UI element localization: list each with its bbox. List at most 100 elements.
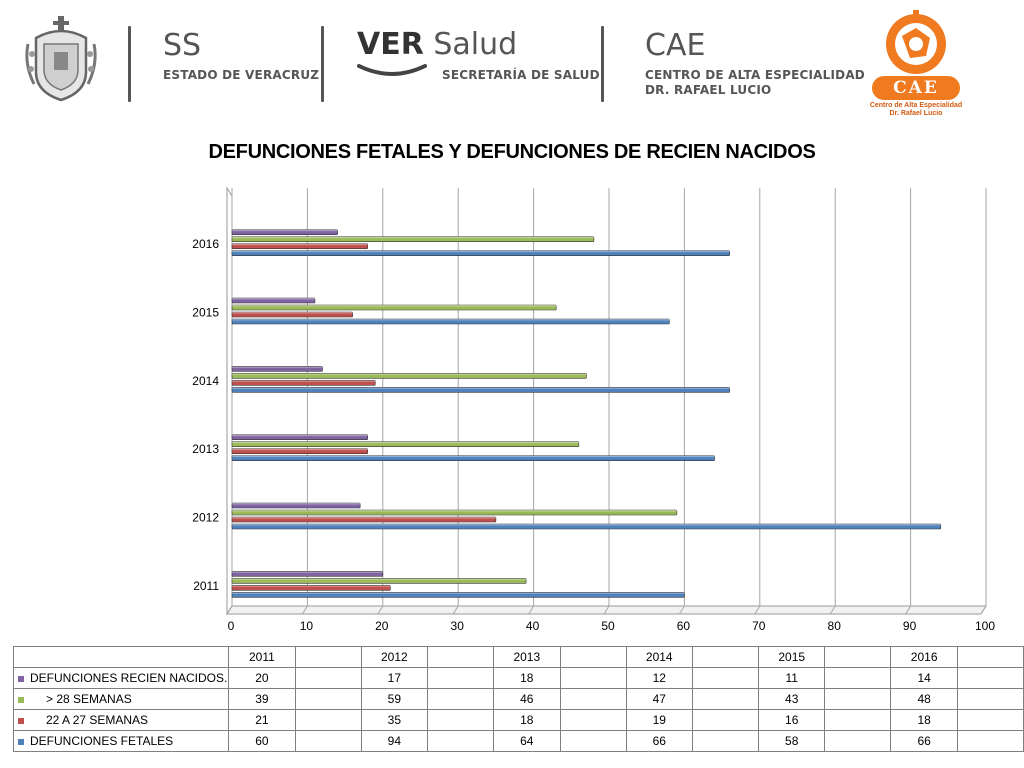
- header-separator: [321, 26, 324, 102]
- bar: [231, 318, 670, 325]
- table-empty-cell: [294, 709, 362, 731]
- data-table: 2011 2012 2013 2014 2015 2016 DEFUNCIONES RECI…: [12, 646, 1024, 752]
- gridline: [905, 188, 912, 615]
- y-category-label: 2014: [192, 374, 219, 388]
- series-label-cell: DEFUNCIONES RECIEN NACIDOS.: [12, 667, 230, 689]
- table-value-cell: 94: [360, 730, 429, 752]
- y-category-label: 2012: [192, 511, 219, 525]
- bar-highlight: [232, 448, 368, 451]
- table-value-cell: 11: [757, 667, 826, 689]
- bar-highlight: [232, 578, 527, 580]
- bar: [231, 441, 580, 447]
- bar: [231, 236, 595, 242]
- table-value-cell: 39: [228, 688, 296, 710]
- bar-highlight: [232, 455, 715, 458]
- table-value-cell: 18: [890, 709, 958, 731]
- table-value-cell: 66: [625, 730, 693, 752]
- bar: [231, 571, 384, 577]
- bar-highlight: [232, 305, 557, 307]
- bar: [231, 297, 316, 304]
- gridline: [301, 188, 308, 615]
- bar-chart: 0 10 20 30 40 50 60 70 80 90 100 2011 2012 2013 2014 20…: [192, 186, 995, 633]
- bar: [231, 523, 942, 530]
- y-category-label: 2016: [192, 237, 219, 251]
- x-tick-label: 50: [601, 619, 615, 633]
- table-value-cell: 21: [228, 709, 296, 731]
- salud-brand: Salud: [433, 27, 518, 62]
- bar: [231, 502, 361, 509]
- gridline: [829, 188, 836, 615]
- table-empty-cell: [691, 709, 759, 731]
- cae-logo-caption2: Dr. Rafael Lucio: [889, 110, 943, 117]
- table-value-cell: 12: [625, 667, 693, 689]
- table-empty-cell: [559, 667, 627, 689]
- table-value-cell: 60: [228, 730, 296, 752]
- gridline: [528, 188, 535, 615]
- table-empty-cell: [956, 709, 1024, 731]
- table-header-cell: 2011: [228, 646, 296, 668]
- ver-brand: VER: [357, 27, 424, 62]
- legend-key-icon: [18, 696, 24, 703]
- gridline: [678, 188, 685, 615]
- x-tick-label: 70: [752, 619, 766, 633]
- bar: [231, 366, 323, 372]
- table-header-cell: 2016: [890, 646, 958, 668]
- table-empty-cell: [427, 667, 495, 689]
- cae-logo-icon: [886, 10, 946, 74]
- bar: [231, 373, 587, 379]
- table-value-cell: 14: [890, 667, 958, 689]
- series-label: DEFUNCIONES FETALES: [30, 734, 174, 748]
- x-tick-label: 60: [677, 619, 691, 633]
- table-empty-cell: [824, 688, 892, 710]
- table-value-cell: 16: [757, 709, 826, 731]
- table-empty-cell: [559, 709, 627, 731]
- bar-highlight: [232, 571, 383, 573]
- gridline: [603, 188, 610, 615]
- x-tick-label: 10: [300, 619, 314, 633]
- series-label: DEFUNCIONES RECIEN NACIDOS.: [30, 671, 228, 685]
- cae-logo-badge: CAE: [872, 76, 960, 100]
- y-category-label: 2011: [193, 579, 219, 593]
- header: SS ESTADO DE VERACRUZ VER Salud SECRETAR…: [0, 0, 1024, 130]
- table-value-cell: 17: [360, 667, 429, 689]
- table-value-cell: 47: [625, 688, 693, 710]
- x-tick-label: 90: [903, 619, 917, 633]
- series-label-cell: 22 A 27 SEMANAS: [12, 709, 230, 731]
- table-empty-cell: [956, 646, 1024, 668]
- ss-title: SS: [163, 28, 202, 63]
- table-value-cell: 46: [493, 688, 561, 710]
- table-header-cell: 2012: [360, 646, 429, 668]
- bar: [231, 578, 527, 584]
- gridline: [377, 188, 384, 615]
- bar-highlight: [232, 312, 353, 314]
- table-row: 22 A 27 SEMANAS 21 35 18 19 16 18: [12, 709, 1024, 731]
- table-empty-cell: [294, 646, 362, 668]
- table-empty-cell: [691, 688, 759, 710]
- header-separator: [601, 26, 604, 102]
- table-value-cell: 43: [757, 688, 826, 710]
- table-header-cell: 2014: [625, 646, 693, 668]
- table-header-cell: 2013: [493, 646, 561, 668]
- bar: [231, 250, 730, 256]
- table-empty-cell: [427, 646, 495, 668]
- table-empty-cell: [559, 646, 627, 668]
- table-empty-cell: [956, 688, 1024, 710]
- bar: [231, 509, 678, 516]
- bar-highlight: [232, 229, 338, 232]
- table-empty-cell: [824, 709, 892, 731]
- table-row: DEFUNCIONES RECIEN NACIDOS. 20 17 18 12 11 14: [12, 667, 1024, 689]
- bar: [231, 243, 369, 249]
- gridline: [980, 188, 987, 615]
- table-value-cell: 66: [890, 730, 958, 752]
- cae-title: CAE: [645, 28, 706, 63]
- table-value-cell: 48: [890, 688, 958, 710]
- cae-logo-text: CAE: [893, 78, 939, 98]
- bar-highlight: [232, 510, 677, 512]
- table-empty-cell: [294, 667, 362, 689]
- bar-highlight: [232, 319, 670, 321]
- table-empty-cell: [427, 709, 495, 731]
- bar-highlight: [232, 585, 391, 587]
- table-value-cell: 20: [228, 667, 296, 689]
- cae-logo-caption1: Centro de Alta Especialidad: [869, 102, 963, 109]
- table-empty-cell: [824, 646, 892, 668]
